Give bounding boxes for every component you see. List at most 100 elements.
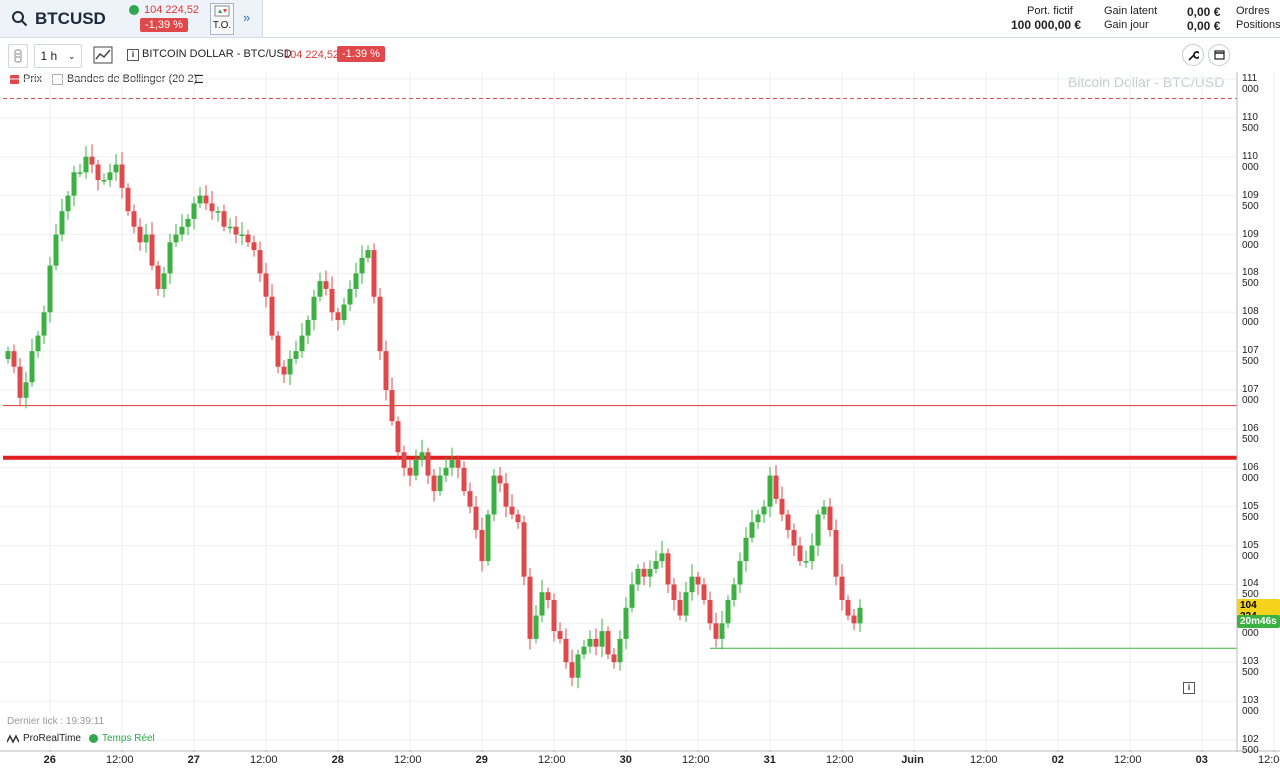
candle-body bbox=[497, 475, 503, 484]
candle-body bbox=[251, 242, 257, 251]
candle-body bbox=[557, 631, 563, 639]
candle-body bbox=[239, 234, 245, 237]
candle-body bbox=[569, 662, 575, 678]
y-tick-label: 110 000 bbox=[1242, 150, 1259, 173]
candle-body bbox=[521, 522, 527, 577]
symbol-name[interactable]: BTCUSD bbox=[35, 9, 106, 28]
candle-body bbox=[659, 553, 665, 562]
candle-body bbox=[107, 172, 113, 181]
provider-logo-icon bbox=[7, 733, 19, 744]
gain-latent-label: Gain latent bbox=[1104, 5, 1158, 17]
candle-body bbox=[407, 467, 413, 476]
candle-body bbox=[785, 514, 791, 531]
provider-bar: ProRealTime Temps Réel bbox=[7, 733, 155, 744]
window-button[interactable] bbox=[1208, 44, 1230, 66]
candle-body bbox=[299, 335, 305, 352]
candle-body bbox=[359, 257, 365, 274]
candle-body bbox=[809, 545, 815, 562]
candle-body bbox=[773, 475, 779, 499]
candle-body bbox=[767, 475, 773, 507]
symbol-box[interactable]: BTCUSD 104 224,52 -1,39 % T.O. » bbox=[0, 0, 263, 37]
candle-body bbox=[593, 638, 599, 647]
candle-body bbox=[845, 599, 851, 616]
y-tick-label: 111 000 bbox=[1242, 73, 1259, 95]
chart-grid bbox=[0, 72, 1275, 752]
instrument-info-icon[interactable]: i bbox=[127, 49, 139, 61]
double-chevron-right-icon[interactable]: » bbox=[243, 10, 251, 25]
x-tick-label: 02 bbox=[1051, 754, 1064, 766]
chart-type-button[interactable] bbox=[93, 46, 113, 69]
candle-body bbox=[389, 390, 395, 422]
line-chart-icon bbox=[93, 46, 113, 64]
candle-body bbox=[701, 584, 707, 600]
candle-body bbox=[755, 514, 761, 523]
orders-link[interactable]: Ordres bbox=[1236, 5, 1270, 17]
candle-body bbox=[635, 568, 641, 585]
x-tick-label: 26 bbox=[43, 754, 56, 766]
candle-body bbox=[23, 382, 29, 398]
candle-body bbox=[149, 234, 155, 266]
y-tick-label: 104 500 bbox=[1242, 578, 1259, 601]
candle-body bbox=[479, 530, 485, 562]
y-tick-label: 108 000 bbox=[1242, 306, 1259, 329]
candle-body bbox=[167, 242, 173, 274]
candle-body bbox=[467, 491, 473, 507]
x-tick-label: 12:00 bbox=[250, 754, 278, 766]
candle-body bbox=[17, 366, 23, 398]
window-icon bbox=[1213, 50, 1225, 60]
positions-link[interactable]: Positions bbox=[1236, 19, 1280, 31]
candle-body bbox=[527, 576, 533, 639]
candle-body bbox=[77, 172, 83, 174]
change-badge: -1,39 % bbox=[140, 18, 188, 32]
y-tick-label: 107 000 bbox=[1242, 384, 1259, 407]
chart-info-icon[interactable]: i bbox=[1183, 682, 1195, 694]
candle-body bbox=[857, 607, 863, 624]
candle-body bbox=[161, 273, 167, 289]
search-icon[interactable] bbox=[11, 10, 28, 27]
candle-body bbox=[611, 654, 617, 663]
y-tick-label: 105 500 bbox=[1242, 500, 1259, 523]
candle-body bbox=[137, 226, 143, 243]
candle-body bbox=[323, 281, 329, 289]
candle-body bbox=[695, 576, 701, 585]
toolbar-price: 104 224,52 bbox=[284, 49, 340, 61]
y-tick-label: 106 500 bbox=[1242, 422, 1259, 445]
trading-order-button[interactable]: T.O. bbox=[210, 3, 234, 35]
wrench-icon bbox=[1187, 50, 1199, 61]
candle-body bbox=[101, 180, 107, 182]
drag-handle[interactable] bbox=[8, 44, 28, 68]
candle-body bbox=[473, 506, 479, 531]
to-label: T.O. bbox=[212, 20, 232, 31]
interval-select[interactable]: 1 h ⌄ bbox=[34, 44, 82, 68]
candle-body bbox=[89, 156, 95, 165]
candle-body bbox=[509, 506, 515, 515]
portfolio-label: Port. fictif bbox=[1027, 5, 1073, 17]
candle-body bbox=[839, 576, 845, 600]
candle-body bbox=[305, 320, 311, 336]
x-tick-label: Juin bbox=[901, 754, 924, 766]
realtime-label: Temps Réel bbox=[101, 733, 155, 744]
candle-body bbox=[317, 281, 323, 297]
candle-body bbox=[647, 568, 653, 577]
y-tick-label: 109 000 bbox=[1242, 228, 1259, 251]
candle-body bbox=[617, 638, 623, 663]
candle-body bbox=[803, 561, 809, 563]
candle-body bbox=[383, 351, 389, 391]
candle-body bbox=[413, 460, 419, 476]
candle-body bbox=[395, 421, 401, 453]
candle-body bbox=[59, 211, 65, 235]
list-icon[interactable]: ☰ bbox=[194, 74, 204, 86]
price-chart[interactable] bbox=[0, 72, 1280, 752]
candle-body bbox=[263, 273, 269, 297]
candle-body bbox=[533, 615, 539, 639]
provider-name: ProRealTime bbox=[23, 733, 81, 744]
candle-body bbox=[545, 592, 551, 600]
candle-body bbox=[425, 452, 431, 476]
candle-body bbox=[47, 265, 53, 313]
settings-button[interactable] bbox=[1182, 44, 1204, 66]
x-tick-label: 03 bbox=[1195, 754, 1208, 766]
candle-body bbox=[71, 172, 77, 196]
y-tick-label: 105 000 bbox=[1242, 539, 1259, 562]
realtime-dot bbox=[88, 734, 98, 743]
candle-body bbox=[41, 312, 47, 336]
